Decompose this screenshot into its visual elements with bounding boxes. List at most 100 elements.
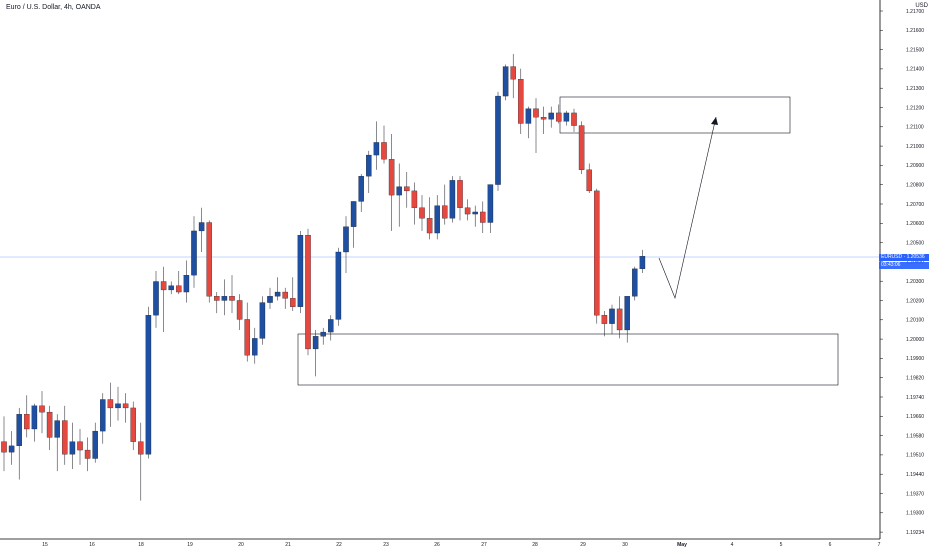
price-axis[interactable]: 1.21700 1.21600 1.21500 1.21400 1.21300 1.212… — [879, 0, 924, 539]
candle-down[interactable] — [518, 79, 524, 124]
candle-down[interactable] — [290, 298, 296, 307]
candle-up[interactable] — [632, 268, 638, 297]
candle-up[interactable] — [609, 308, 615, 324]
candle-up[interactable] — [198, 222, 205, 232]
candle-up[interactable] — [252, 338, 258, 356]
candle-down[interactable] — [533, 108, 539, 118]
candle-down[interactable] — [305, 234, 311, 350]
candle-up[interactable] — [548, 112, 554, 120]
candle-down[interactable] — [586, 169, 592, 192]
candle-down[interactable] — [206, 222, 212, 297]
time-axis[interactable]: 15 16 18 19 20 21 22 23 26 27 28 29 30 May 4 5 6 7 — [0, 538, 881, 548]
candle-down[interactable] — [176, 285, 182, 293]
candle-down[interactable] — [39, 405, 45, 413]
time-tick-label: 18 — [138, 542, 144, 548]
candle-up[interactable] — [563, 112, 570, 122]
candle-up[interactable] — [191, 230, 197, 276]
candle-up[interactable] — [472, 211, 478, 215]
candle-down[interactable] — [381, 142, 387, 160]
candle-up[interactable] — [54, 420, 60, 438]
candle-down[interactable] — [77, 441, 83, 451]
candle-down[interactable] — [46, 411, 53, 438]
candle-up[interactable] — [624, 296, 630, 331]
candle-up[interactable] — [434, 205, 440, 234]
candle-up[interactable] — [267, 296, 273, 303]
candle-down[interactable] — [160, 281, 167, 291]
candle-down[interactable] — [540, 116, 547, 120]
price-tick-label: 1.19370 — [906, 491, 924, 497]
candle-up[interactable] — [259, 302, 266, 339]
candle-up[interactable] — [335, 251, 342, 320]
candle-up[interactable] — [69, 441, 76, 455]
price-tick-label: 1.19300 — [906, 511, 924, 517]
candle-down[interactable] — [426, 218, 433, 234]
candle-down[interactable] — [510, 66, 516, 80]
candle-down[interactable] — [404, 186, 410, 192]
candle-up[interactable] — [358, 175, 364, 202]
candle-down[interactable] — [62, 420, 68, 455]
price-tag: EURUSD · 1.20536 03:43:06 — [879, 254, 929, 269]
candle-down[interactable] — [24, 414, 30, 430]
candle-down[interactable] — [229, 296, 235, 301]
candle-up[interactable] — [373, 142, 380, 156]
candle-down[interactable] — [411, 190, 418, 208]
price-tick-label: 1.21400 — [906, 67, 924, 73]
candle-up[interactable] — [183, 275, 190, 293]
candle-down[interactable] — [244, 319, 250, 356]
candle-up[interactable] — [168, 285, 174, 291]
candle-up[interactable] — [366, 154, 372, 177]
projection-path[interactable] — [658, 116, 717, 300]
candle-up[interactable] — [31, 405, 38, 430]
candle-up[interactable] — [525, 108, 532, 124]
candle-up[interactable] — [396, 186, 402, 196]
candle-down[interactable] — [214, 296, 220, 301]
candle-up[interactable] — [145, 315, 152, 455]
candle-down[interactable] — [480, 211, 486, 223]
candle-up[interactable] — [502, 66, 509, 97]
candle-up[interactable] — [350, 201, 357, 227]
candle-down[interactable] — [138, 441, 144, 455]
candle-down[interactable] — [594, 190, 600, 316]
candle-up[interactable] — [495, 95, 501, 185]
candle-up[interactable] — [343, 226, 349, 253]
candle-down[interactable] — [122, 403, 129, 409]
candle-up[interactable] — [92, 430, 98, 459]
candle-up[interactable] — [297, 234, 304, 307]
drawing-layer — [0, 96, 880, 386]
candle-up[interactable] — [100, 399, 106, 432]
candle-down[interactable] — [388, 159, 395, 196]
candle-up[interactable] — [153, 281, 159, 316]
candle-down[interactable] — [457, 180, 463, 208]
candle-up[interactable] — [320, 331, 326, 337]
candle-down[interactable] — [419, 207, 425, 219]
candle-down[interactable] — [130, 407, 136, 442]
candle-down[interactable] — [601, 315, 608, 324]
price-tick-label: 1.21200 — [906, 105, 924, 111]
candle-down[interactable] — [107, 399, 114, 409]
resistance-zone[interactable] — [559, 96, 791, 134]
candle-up[interactable] — [16, 414, 22, 447]
candle-down[interactable] — [236, 300, 243, 320]
candle-up[interactable] — [328, 319, 334, 333]
time-tick-label: 4 — [731, 542, 734, 548]
candle-up[interactable] — [312, 336, 319, 350]
candle-down[interactable] — [84, 449, 91, 459]
candle-up[interactable] — [115, 403, 121, 409]
candle-down[interactable] — [578, 125, 585, 170]
candle-up[interactable] — [274, 291, 281, 297]
candle-down[interactable] — [442, 205, 448, 219]
candle-up[interactable] — [8, 445, 15, 453]
candle-up[interactable] — [221, 296, 228, 301]
candle-down[interactable] — [616, 308, 623, 331]
candle-down[interactable] — [556, 112, 562, 122]
candle-down[interactable] — [282, 291, 288, 299]
candle-up[interactable] — [639, 256, 646, 270]
support-zone[interactable] — [297, 333, 839, 386]
candle-up[interactable] — [487, 184, 494, 223]
candle-down[interactable] — [464, 207, 471, 215]
candle-down[interactable] — [1, 441, 7, 453]
candle-down[interactable] — [571, 112, 577, 126]
projection-arrow-head — [711, 117, 718, 125]
candle-up[interactable] — [449, 180, 456, 219]
